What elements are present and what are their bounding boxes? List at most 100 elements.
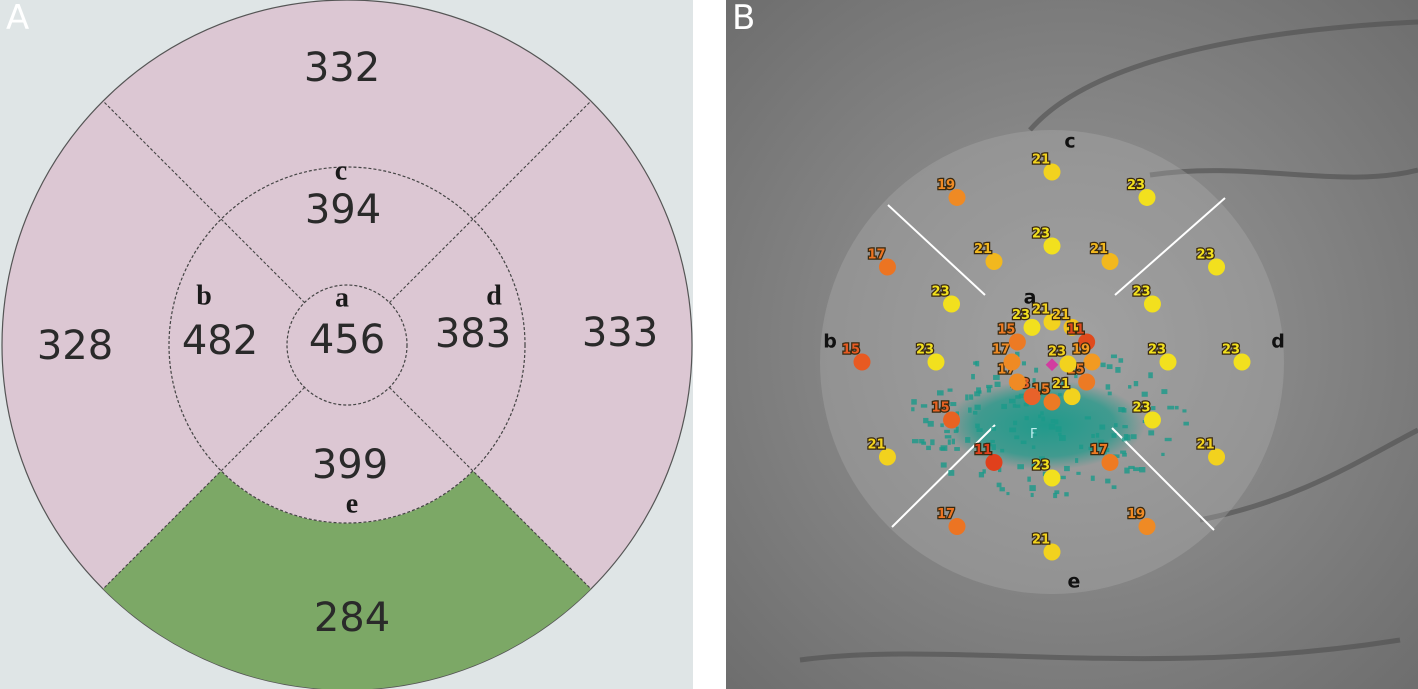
inner-left-letter: b xyxy=(196,280,212,311)
center-value: 456 xyxy=(309,317,385,363)
sensitivity-point xyxy=(948,518,966,536)
sensitivity-value: 11 xyxy=(974,443,992,458)
vessel xyxy=(1149,167,1418,180)
sector-line xyxy=(891,424,996,528)
speckle xyxy=(955,426,959,432)
speckle xyxy=(947,439,951,445)
speckle xyxy=(975,423,980,429)
speckle xyxy=(1055,426,1062,432)
sensitivity-point xyxy=(1083,353,1101,371)
inner-left-value: 482 xyxy=(182,318,258,364)
speckle xyxy=(1015,351,1020,357)
speckle xyxy=(990,439,995,444)
sensitivity-value: 23 xyxy=(1132,401,1150,416)
speckle xyxy=(968,407,972,413)
speckle xyxy=(1008,398,1016,404)
sector-letter: d xyxy=(1271,331,1285,353)
speckle xyxy=(940,423,944,428)
speckle xyxy=(1060,475,1066,480)
sensitivity-point xyxy=(1003,353,1021,371)
speckle xyxy=(1167,405,1174,410)
sensitivity-point xyxy=(1063,388,1081,406)
speckle xyxy=(1031,463,1036,468)
middle-circle xyxy=(168,166,526,524)
sensitivity-point xyxy=(1138,518,1156,536)
outer-left-value: 328 xyxy=(37,323,113,369)
fundus-background xyxy=(726,0,1418,689)
speckle xyxy=(1084,416,1092,420)
speckle xyxy=(1115,367,1121,373)
speckle xyxy=(973,410,978,415)
speckle xyxy=(982,469,986,474)
speckle xyxy=(1142,406,1146,411)
sensitivity-value: 23 xyxy=(1127,178,1145,193)
sensitivity-point xyxy=(1143,411,1161,429)
sensitivity-value: 23 xyxy=(932,285,950,300)
speckle xyxy=(994,381,1001,387)
speckle xyxy=(946,400,950,405)
speckle xyxy=(1041,416,1046,422)
speckle xyxy=(1099,424,1106,430)
speckle xyxy=(1120,450,1127,454)
vessel xyxy=(799,637,1401,663)
speckle xyxy=(1123,434,1129,440)
sensitivity-value: 23 xyxy=(1032,459,1050,474)
speckle xyxy=(1111,485,1117,490)
speckle xyxy=(1024,416,1029,421)
speckle xyxy=(1141,391,1148,397)
speckle xyxy=(1128,465,1135,469)
sensitivity-value: 17 xyxy=(867,248,885,263)
speckle xyxy=(1088,446,1094,451)
sector-letter: a xyxy=(1024,287,1037,309)
sensitivity-point xyxy=(853,353,871,371)
speckle xyxy=(937,390,944,396)
speckle xyxy=(974,391,981,397)
sensitivity-value: 23 xyxy=(1148,343,1166,358)
speckle xyxy=(1038,456,1045,460)
sensitivity-point xyxy=(1043,469,1061,487)
sensitivity-value: 23 xyxy=(1012,308,1030,323)
speckle xyxy=(1042,471,1047,477)
speckle xyxy=(1032,378,1036,383)
speckle xyxy=(991,444,996,450)
speckle xyxy=(1097,439,1105,444)
speckle xyxy=(1122,452,1127,457)
speckle xyxy=(948,470,955,476)
panel-a: 332 328 333 284 c 394 b 482 d 383 399 e … xyxy=(0,0,693,689)
sensitivity-point xyxy=(1078,373,1096,391)
sensitivity-value: 15 xyxy=(842,343,860,358)
sensitivity-value: 11 xyxy=(1067,323,1085,338)
speckle xyxy=(1029,485,1036,492)
speckle xyxy=(1095,432,1100,438)
sensitivity-point xyxy=(1138,188,1156,206)
sensitivity-point xyxy=(1101,253,1119,271)
sensitivity-point xyxy=(1008,333,1026,351)
speckle xyxy=(1110,354,1117,359)
sector-letter: e xyxy=(1068,571,1081,593)
speckle xyxy=(976,387,981,393)
speckle xyxy=(1001,403,1008,410)
speckle xyxy=(1148,372,1153,379)
speckle xyxy=(1038,390,1043,396)
grid-lines xyxy=(887,197,1226,531)
speckle xyxy=(919,439,925,444)
sensitivity-value: 23 xyxy=(1048,345,1066,360)
speckle xyxy=(927,420,934,427)
speckle xyxy=(911,399,917,405)
sensitivity-point xyxy=(878,448,896,466)
speckle xyxy=(974,404,981,410)
sensitivity-point xyxy=(1078,333,1096,351)
sensitivity-point xyxy=(1159,353,1177,371)
speckle xyxy=(1054,490,1060,495)
speckle xyxy=(1148,430,1155,436)
sensitivity-value: 19 xyxy=(1127,507,1145,522)
sensitivity-point xyxy=(985,453,1003,471)
sensitivity-point xyxy=(1063,318,1081,336)
speckle xyxy=(1064,465,1070,472)
speckle xyxy=(1106,364,1113,370)
speckle xyxy=(1054,419,1059,425)
speckle xyxy=(1017,464,1024,470)
speckle xyxy=(965,437,971,443)
speckle xyxy=(971,373,975,380)
speckle xyxy=(1030,492,1034,498)
